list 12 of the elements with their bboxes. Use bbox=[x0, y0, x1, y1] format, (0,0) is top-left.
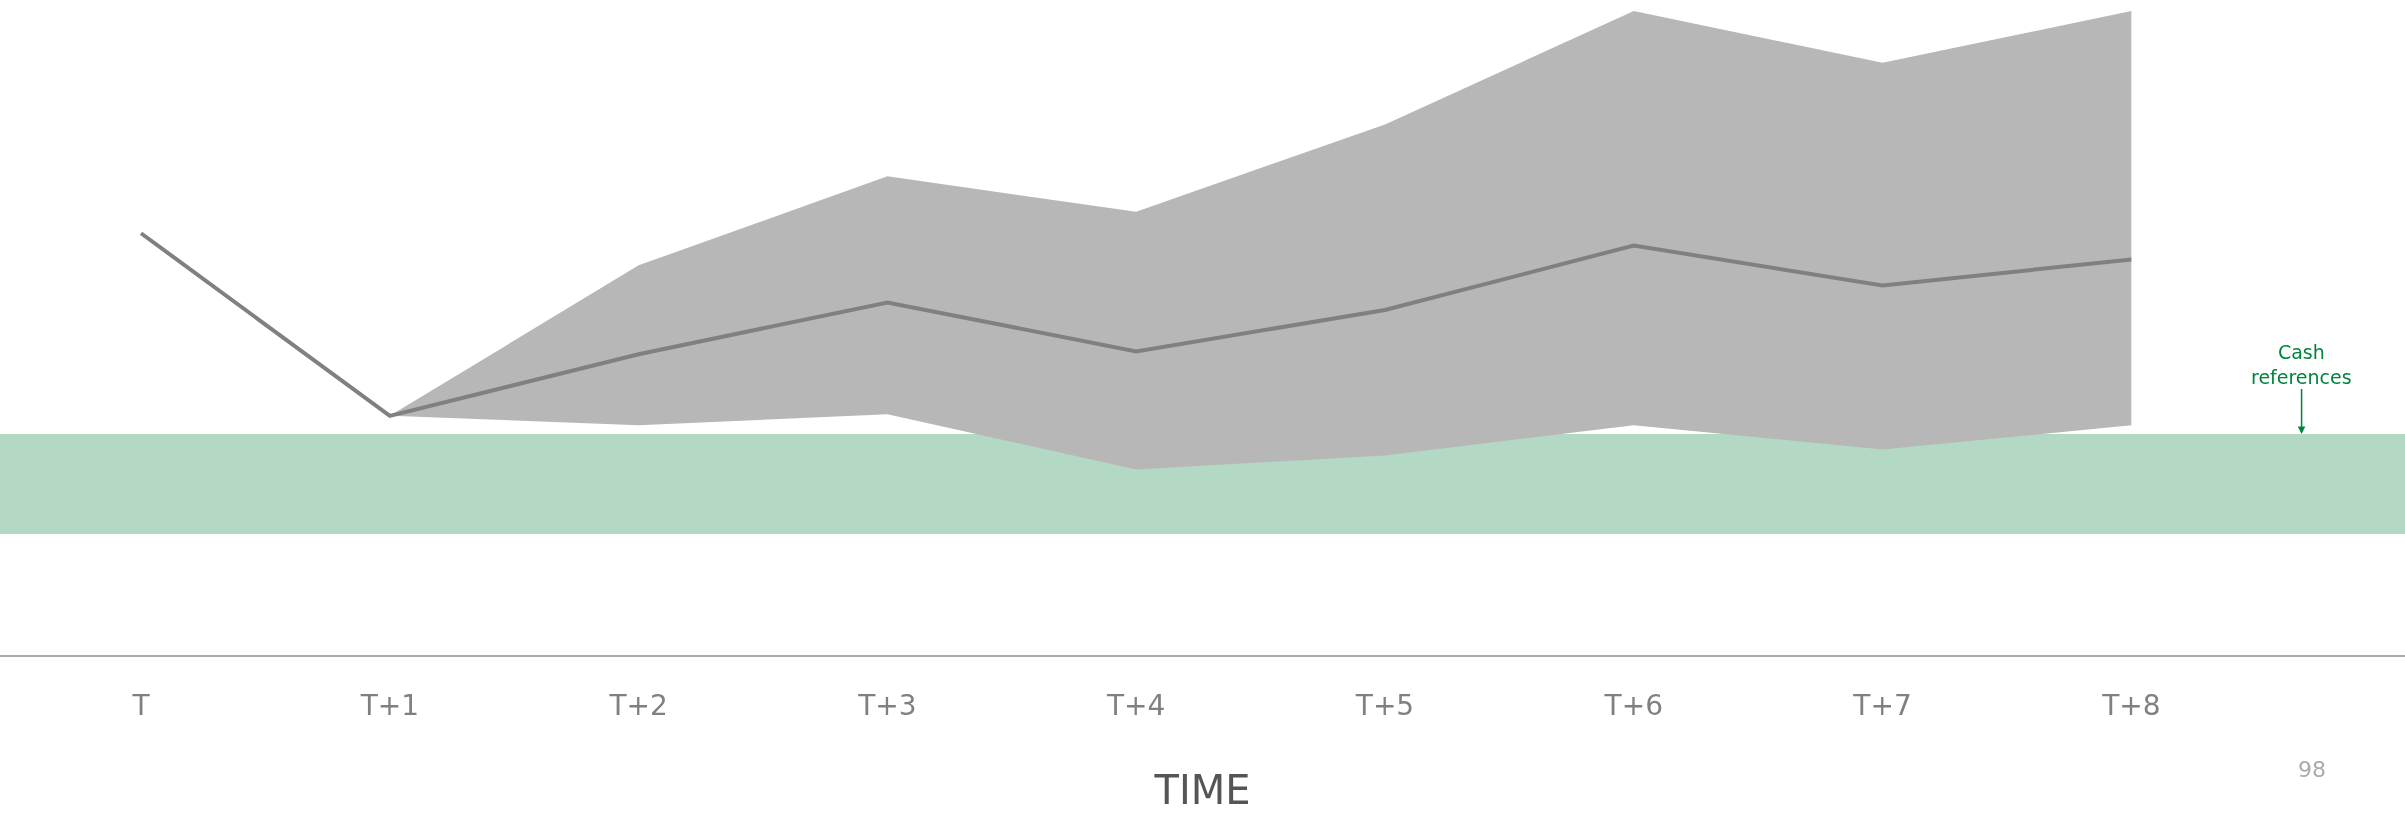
x-tick-label: T+1 bbox=[359, 689, 420, 723]
x-tick-label: T+4 bbox=[1106, 689, 1166, 723]
x-axis-title: TIME bbox=[1153, 767, 1251, 814]
band-label: Cash references bbox=[2251, 341, 2352, 388]
text: 98 bbox=[2298, 757, 2326, 782]
x-tick-label: T+7 bbox=[1852, 689, 1912, 723]
x-tick-label: T+8 bbox=[2101, 689, 2161, 723]
x-tick-label: T bbox=[131, 689, 151, 723]
x-tick-label: T+3 bbox=[857, 689, 917, 723]
x-tick-label: T+5 bbox=[1354, 689, 1415, 723]
x-tick-label: T+2 bbox=[608, 689, 668, 723]
x-tick-label: T+6 bbox=[1603, 689, 1663, 723]
